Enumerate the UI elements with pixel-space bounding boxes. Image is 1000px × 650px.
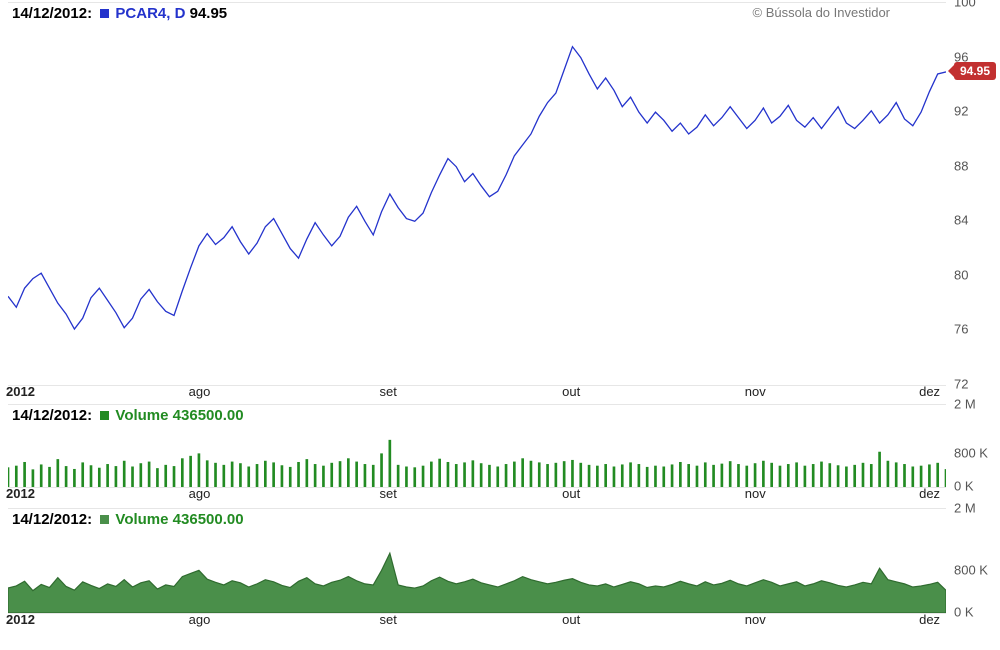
price-line-svg xyxy=(8,3,946,385)
y-axis-tick-label: 800 K xyxy=(954,446,1000,461)
y-axis-tick-label: 72 xyxy=(954,377,1000,392)
x-axis-tick-label: out xyxy=(562,486,580,501)
x-axis-tick-label: set xyxy=(380,384,397,399)
y-axis-tick-label: 0 K xyxy=(954,479,1000,494)
x-axis-tick-label: set xyxy=(380,486,397,501)
volume-value: 436500.00 xyxy=(173,511,244,528)
volume-label: Volume xyxy=(115,407,168,424)
header-date: 14/12/2012: xyxy=(12,511,92,528)
volume-area-y-axis: 0 K800 K2 M xyxy=(950,508,1000,612)
current-price-value: 94.95 xyxy=(190,5,228,22)
volume-bar-y-axis: 0 K800 K2 M xyxy=(950,404,1000,486)
volume-bar-header: 14/12/2012: Volume 436500.00 xyxy=(12,407,244,424)
header-date: 14/12/2012: xyxy=(12,5,92,22)
x-axis-tick-label: 2012 xyxy=(6,486,35,501)
ticker-symbol: PCAR4, D xyxy=(115,5,185,22)
price-chart-header: 14/12/2012: PCAR4, D 94.95 xyxy=(12,5,227,22)
y-axis-tick-label: 92 xyxy=(954,104,1000,119)
y-axis-tick-label: 100 xyxy=(954,0,1000,10)
x-axis-tick-label: 2012 xyxy=(6,384,35,399)
volume-label: Volume xyxy=(115,511,168,528)
x-axis-tick-label: dez xyxy=(919,486,940,501)
volume-bar-panel[interactable]: 14/12/2012: Volume 436500.00 xyxy=(8,404,946,488)
x-axis-tick-label: ago xyxy=(189,384,211,399)
x-axis-tick-label: nov xyxy=(745,384,766,399)
x-axis-tick-label: 2012 xyxy=(6,612,35,627)
x-axis-tick-label: nov xyxy=(745,612,766,627)
y-axis-tick-label: 76 xyxy=(954,322,1000,337)
y-axis-tick-label: 0 K xyxy=(954,605,1000,620)
stock-chart-container: 14/12/2012: PCAR4, D 94.95 © Bússola do … xyxy=(0,0,1000,650)
x-axis-tick-label: ago xyxy=(189,486,211,501)
x-axis-tick-label: set xyxy=(380,612,397,627)
series-color-swatch xyxy=(100,515,109,524)
price-chart-panel[interactable]: 14/12/2012: PCAR4, D 94.95 © Bússola do … xyxy=(8,2,946,386)
y-axis-tick-label: 80 xyxy=(954,267,1000,282)
last-price-flag: 94.95 xyxy=(954,62,996,80)
volume-area-panel[interactable]: 14/12/2012: Volume 436500.00 xyxy=(8,508,946,614)
x-axis-tick-label: dez xyxy=(919,612,940,627)
x-axis-tick-label: out xyxy=(562,612,580,627)
series-color-swatch xyxy=(100,411,109,420)
y-axis-tick-label: 84 xyxy=(954,213,1000,228)
x-axis-tick-label: nov xyxy=(745,486,766,501)
x-axis-row: 2012 ago set out nov dez xyxy=(8,486,946,504)
series-color-swatch xyxy=(100,9,109,18)
x-axis-tick-label: dez xyxy=(919,384,940,399)
chart-copyright: © Bússola do Investidor xyxy=(753,5,890,20)
y-axis-tick-label: 88 xyxy=(954,158,1000,173)
x-axis-tick-label: ago xyxy=(189,612,211,627)
header-date: 14/12/2012: xyxy=(12,407,92,424)
x-axis-row: 2012 ago set out nov dez xyxy=(8,384,946,402)
volume-area-header: 14/12/2012: Volume 436500.00 xyxy=(12,511,244,528)
y-axis-tick-label: 2 M xyxy=(954,397,1000,412)
x-axis-tick-label: out xyxy=(562,384,580,399)
y-axis-tick-label: 800 K xyxy=(954,563,1000,578)
y-axis-tick-label: 2 M xyxy=(954,501,1000,516)
price-y-axis: 72768084889296100 xyxy=(950,2,1000,384)
volume-value: 436500.00 xyxy=(173,407,244,424)
x-axis-row: 2012 ago set out nov dez xyxy=(8,612,946,630)
